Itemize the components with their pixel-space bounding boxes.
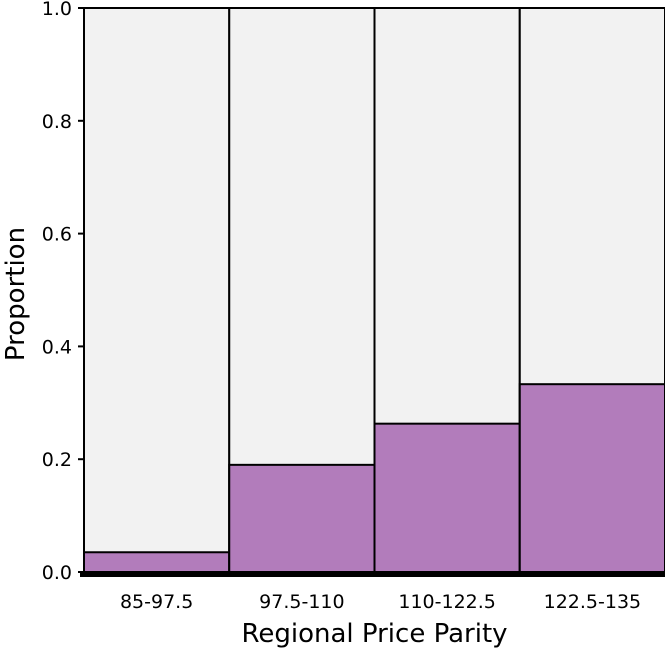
x-ticks: 85-97.5 97.5-110 110-122.5 122.5-135 (120, 591, 641, 613)
y-tick-label: 1.0 (42, 0, 72, 20)
y-tick-label: 0.8 (42, 111, 72, 133)
proportion-bar-1 (83, 551, 231, 574)
x-axis-title: Regional Price Parity (241, 619, 507, 649)
x-tick-label: 110-122.5 (398, 591, 496, 613)
bars-layer (83, 7, 665, 574)
y-tick-label: 0.2 (42, 449, 72, 471)
x-tick-label: 122.5-135 (544, 591, 642, 613)
y-axis-title: Proportion (1, 227, 31, 361)
proportion-bar-4 (518, 383, 665, 573)
x-tick-label: 85-97.5 (120, 591, 193, 613)
y-tick-label: 0.0 (42, 562, 72, 584)
x-tick-label: 97.5-110 (259, 591, 344, 613)
proportion-bar-2 (228, 463, 376, 573)
y-ticks: 0.0 0.2 0.4 0.6 0.8 1.0 (42, 0, 84, 584)
y-tick-label: 0.4 (42, 336, 72, 358)
remainder-bar-1 (83, 7, 231, 573)
y-tick-label: 0.6 (42, 224, 72, 246)
axes-layer (80, 8, 665, 577)
proportion-bar-3 (373, 422, 521, 573)
